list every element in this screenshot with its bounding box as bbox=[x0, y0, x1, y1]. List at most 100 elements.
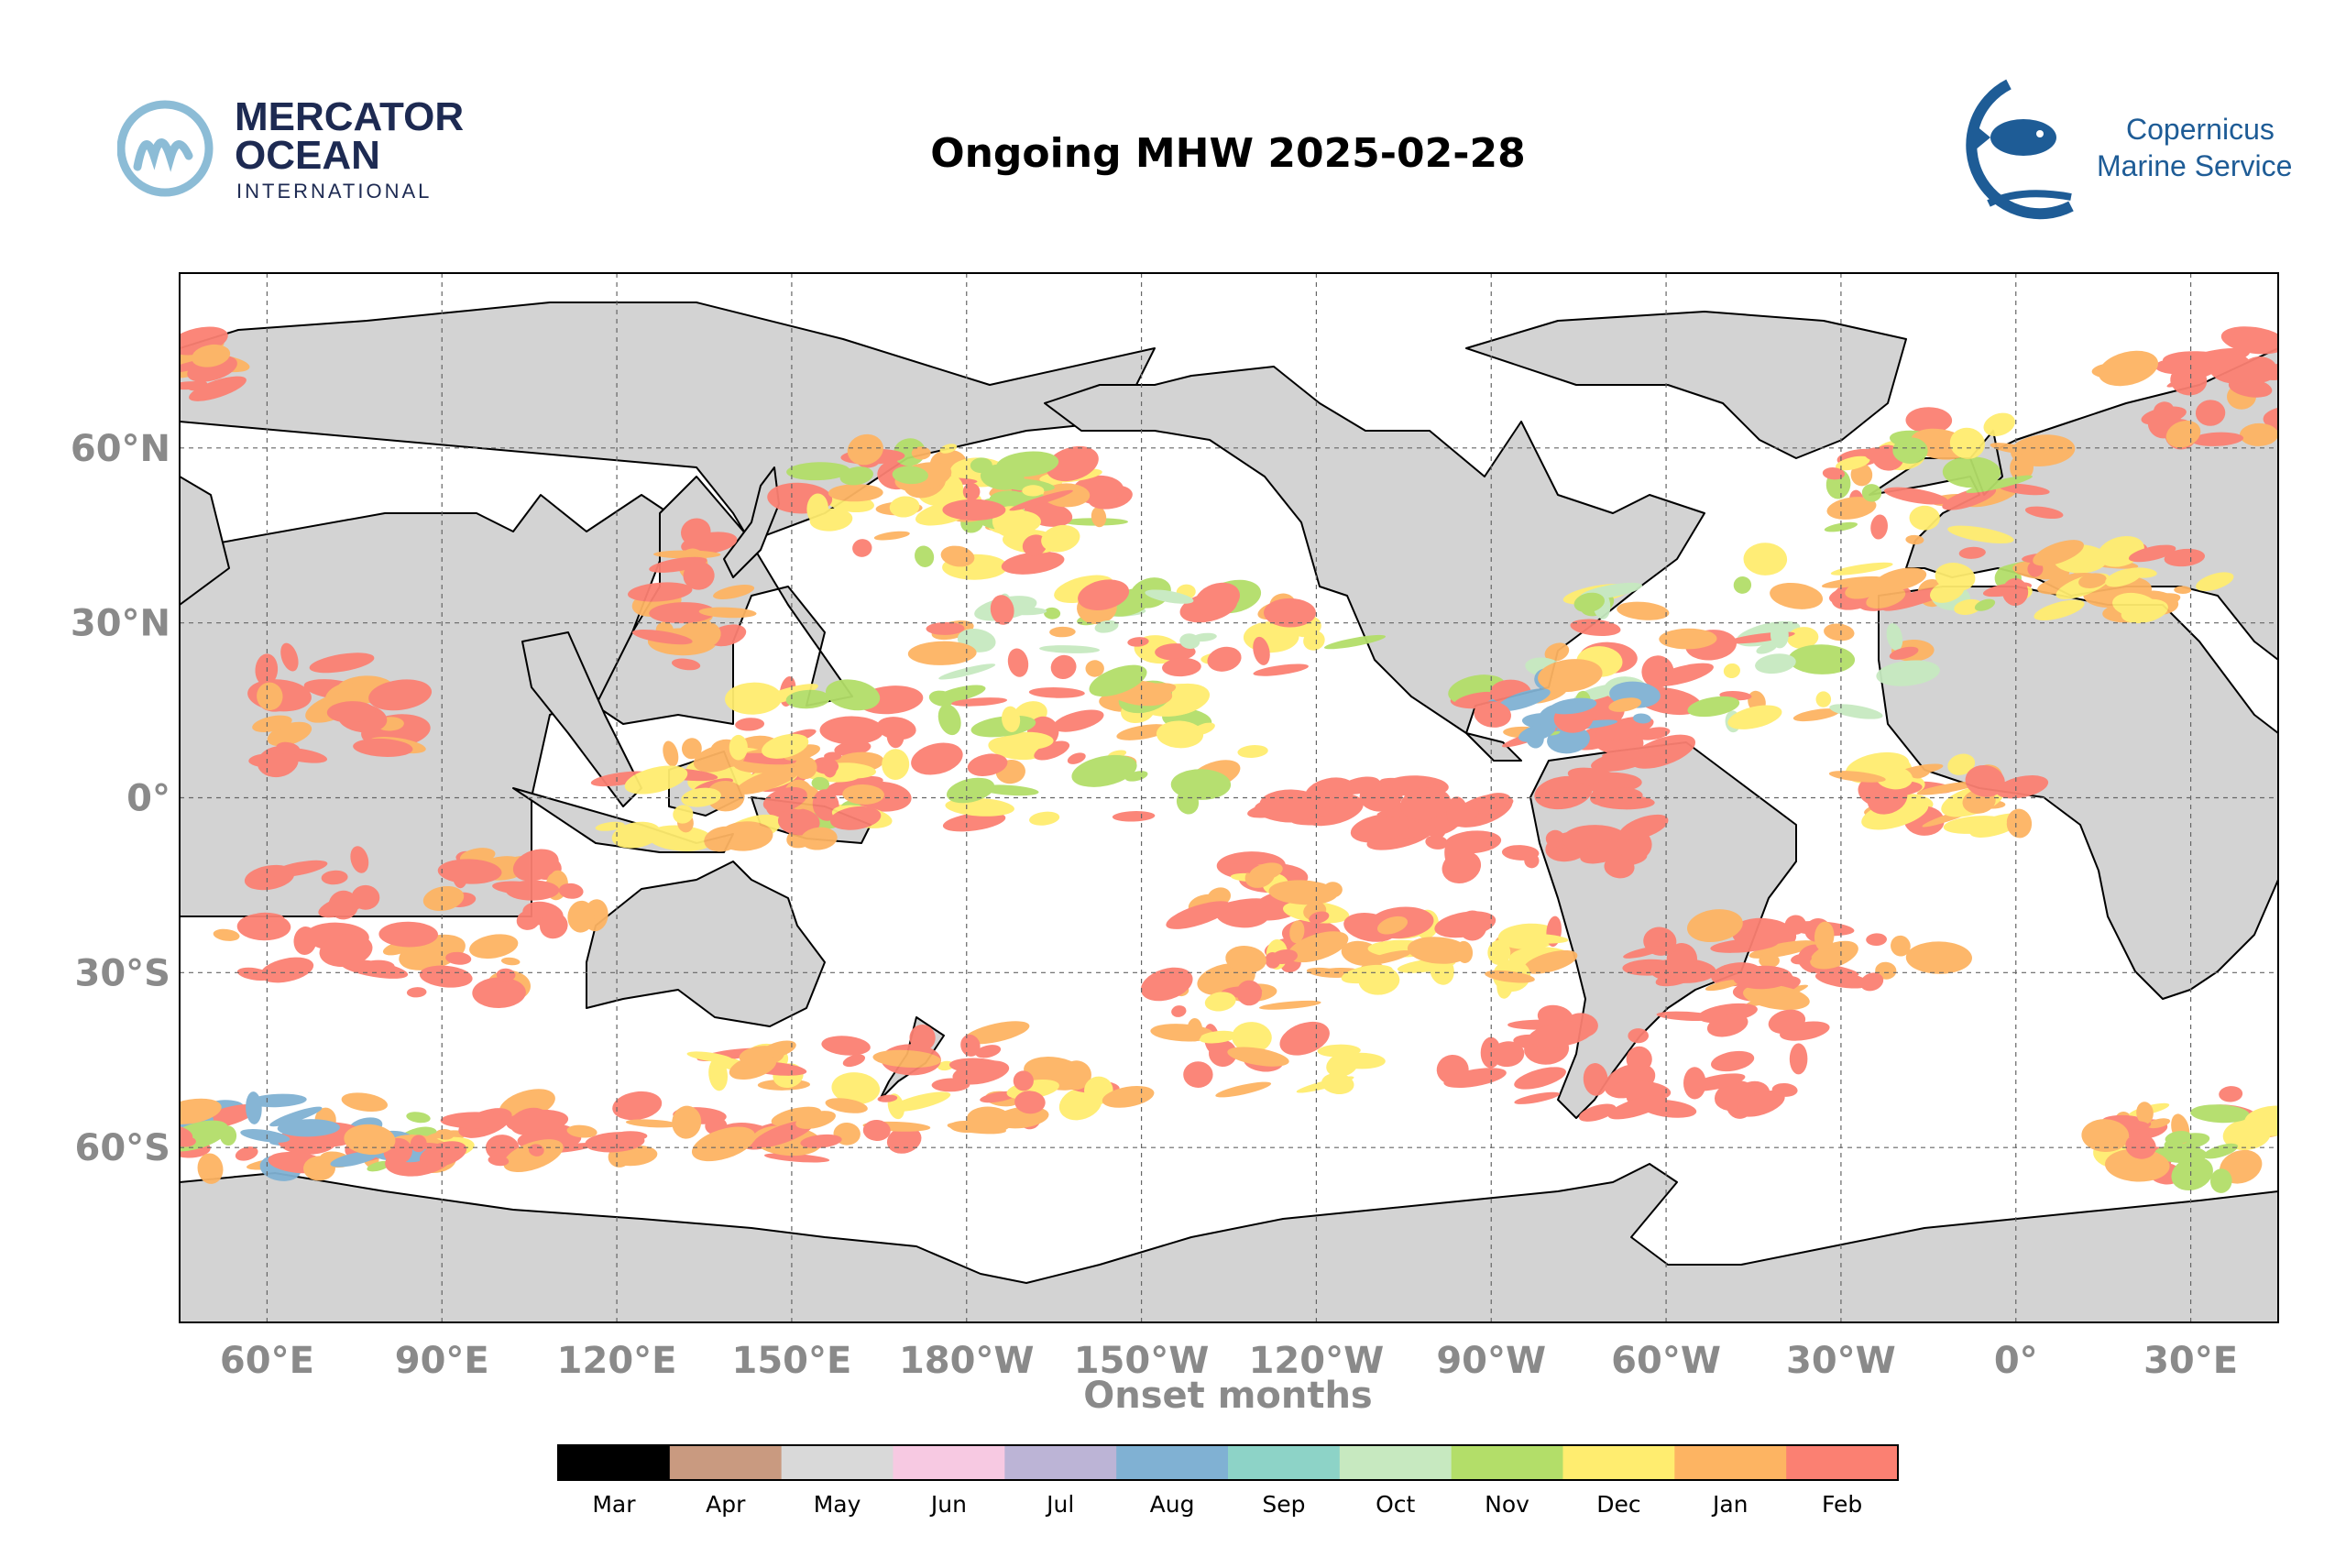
mhw-patch bbox=[2081, 1119, 2130, 1153]
mhw-patch bbox=[785, 689, 830, 709]
mhw-patch bbox=[2232, 330, 2253, 341]
mhw-patch bbox=[1071, 754, 1137, 787]
mhw-patch bbox=[729, 734, 748, 761]
mhw-patch bbox=[1949, 427, 1985, 459]
mhw-patch bbox=[189, 376, 247, 401]
mhw-patch bbox=[1039, 645, 1101, 653]
mhw-patch bbox=[1227, 1047, 1289, 1067]
m-wave-icon bbox=[116, 100, 214, 197]
mhw-patch bbox=[1036, 503, 1052, 517]
mhw-patch bbox=[1341, 964, 1393, 984]
mhw-patch bbox=[1586, 778, 1631, 792]
mhw-patch bbox=[1604, 855, 1635, 879]
mhw-patch bbox=[2001, 577, 2029, 607]
colorbar-segment bbox=[1562, 1445, 1675, 1480]
mhw-patch bbox=[735, 718, 765, 731]
mhw-patch bbox=[496, 968, 516, 981]
mhw-patch bbox=[445, 951, 472, 965]
mhw-patch bbox=[2196, 572, 2234, 591]
mhw-patch bbox=[1876, 660, 1940, 686]
mhw-patch bbox=[947, 777, 995, 804]
mhw-patch bbox=[964, 1021, 1030, 1045]
mhw-patch bbox=[1029, 811, 1060, 826]
mhw-patch bbox=[197, 1153, 224, 1184]
mhw-patch bbox=[1771, 1082, 1798, 1097]
mhw-patch bbox=[309, 652, 375, 674]
mhw-patch bbox=[1259, 1000, 1321, 1010]
mhw-patch bbox=[809, 508, 853, 532]
mhw-patch bbox=[1996, 775, 2049, 799]
mhw-patch bbox=[1171, 1005, 1187, 1017]
mhw-patch bbox=[889, 496, 920, 518]
mhw-patch bbox=[909, 1025, 936, 1051]
colorbar-segment bbox=[1674, 1445, 1787, 1480]
mhw-patch bbox=[673, 805, 694, 824]
mhw-patch bbox=[1789, 1043, 1808, 1075]
mhw-patch bbox=[1538, 659, 1603, 693]
mhw-patch bbox=[1861, 484, 1882, 502]
mhw-patch bbox=[1127, 637, 1149, 647]
mhw-patch bbox=[951, 697, 1008, 707]
mhw-patch bbox=[2239, 422, 2278, 446]
mhw-patch bbox=[1501, 845, 1540, 861]
copernicus-line1: Copernicus bbox=[2126, 113, 2275, 146]
mhw-patch bbox=[1425, 835, 1449, 850]
mhw-patch bbox=[2219, 1086, 2243, 1102]
mhw-patch bbox=[1723, 663, 1740, 679]
colorbar-label: Nov bbox=[1485, 1491, 1529, 1518]
mhw-patch bbox=[708, 1058, 729, 1091]
mhw-patch bbox=[1007, 607, 1047, 616]
mhw-patch bbox=[831, 1072, 881, 1105]
mhw-patch bbox=[422, 885, 465, 912]
mhw-patch bbox=[1116, 724, 1170, 740]
mhw-patch bbox=[786, 462, 850, 481]
colorbar-segment bbox=[1004, 1445, 1117, 1480]
mhw-patch bbox=[1787, 627, 1819, 649]
marine-heatwave-layer bbox=[180, 326, 2278, 1193]
mhw-patch bbox=[1487, 939, 1511, 966]
onset-colorbar: Mar Apr May Jun Jul Aug Sep Oct Nov Dec Jan Feb bbox=[557, 1444, 1899, 1518]
mhw-patch bbox=[246, 1091, 262, 1124]
mhw-patch bbox=[1706, 1013, 1749, 1037]
mhw-patch bbox=[842, 784, 884, 805]
mhw-patch bbox=[1309, 911, 1330, 924]
mhw-patch bbox=[353, 738, 413, 757]
mhw-patch bbox=[1253, 636, 1270, 665]
mhw-patch bbox=[980, 784, 1039, 796]
mhw-patch bbox=[1523, 949, 1578, 974]
mhw-patch bbox=[2209, 1168, 2232, 1193]
mhw-patch bbox=[928, 690, 955, 707]
mhw-patch bbox=[1850, 463, 1873, 487]
mhw-patch bbox=[236, 967, 272, 981]
mhw-patch bbox=[435, 1128, 455, 1140]
mhw-patch bbox=[2164, 548, 2206, 567]
mhw-patch bbox=[839, 466, 874, 486]
colorbar-segment bbox=[1228, 1445, 1341, 1480]
colorbar-segment bbox=[1786, 1445, 1899, 1480]
mhw-patch bbox=[2208, 351, 2254, 384]
mhw-patch bbox=[1668, 949, 1694, 974]
mhw-patch bbox=[1085, 660, 1104, 677]
mhw-patch bbox=[1756, 642, 1778, 654]
mhw-patch bbox=[1711, 1050, 1755, 1072]
mhw-patch bbox=[2244, 1105, 2278, 1136]
mhw-patch bbox=[1974, 598, 1996, 611]
mhw-patch bbox=[367, 1160, 391, 1172]
mhw-patch bbox=[1830, 562, 1893, 576]
mhw-patch bbox=[882, 749, 910, 780]
mhw-patch bbox=[566, 1124, 597, 1138]
mhw-patch bbox=[1642, 743, 1683, 753]
mhw-patch bbox=[1407, 937, 1470, 964]
mhw-patch bbox=[960, 1034, 981, 1057]
mhw-patch bbox=[2034, 599, 2085, 620]
mhw-patch bbox=[1792, 708, 1840, 722]
lon-tick-label: 30°W bbox=[1786, 1340, 1896, 1382]
mhw-patch bbox=[1170, 769, 1232, 800]
mhw-patch bbox=[1209, 1039, 1237, 1068]
mhw-patch bbox=[821, 1036, 871, 1056]
mhw-patch bbox=[942, 812, 1006, 832]
colorbar-label: Dec bbox=[1596, 1491, 1640, 1518]
mhw-patch bbox=[2166, 366, 2221, 388]
mhw-patch bbox=[1736, 1090, 1785, 1117]
